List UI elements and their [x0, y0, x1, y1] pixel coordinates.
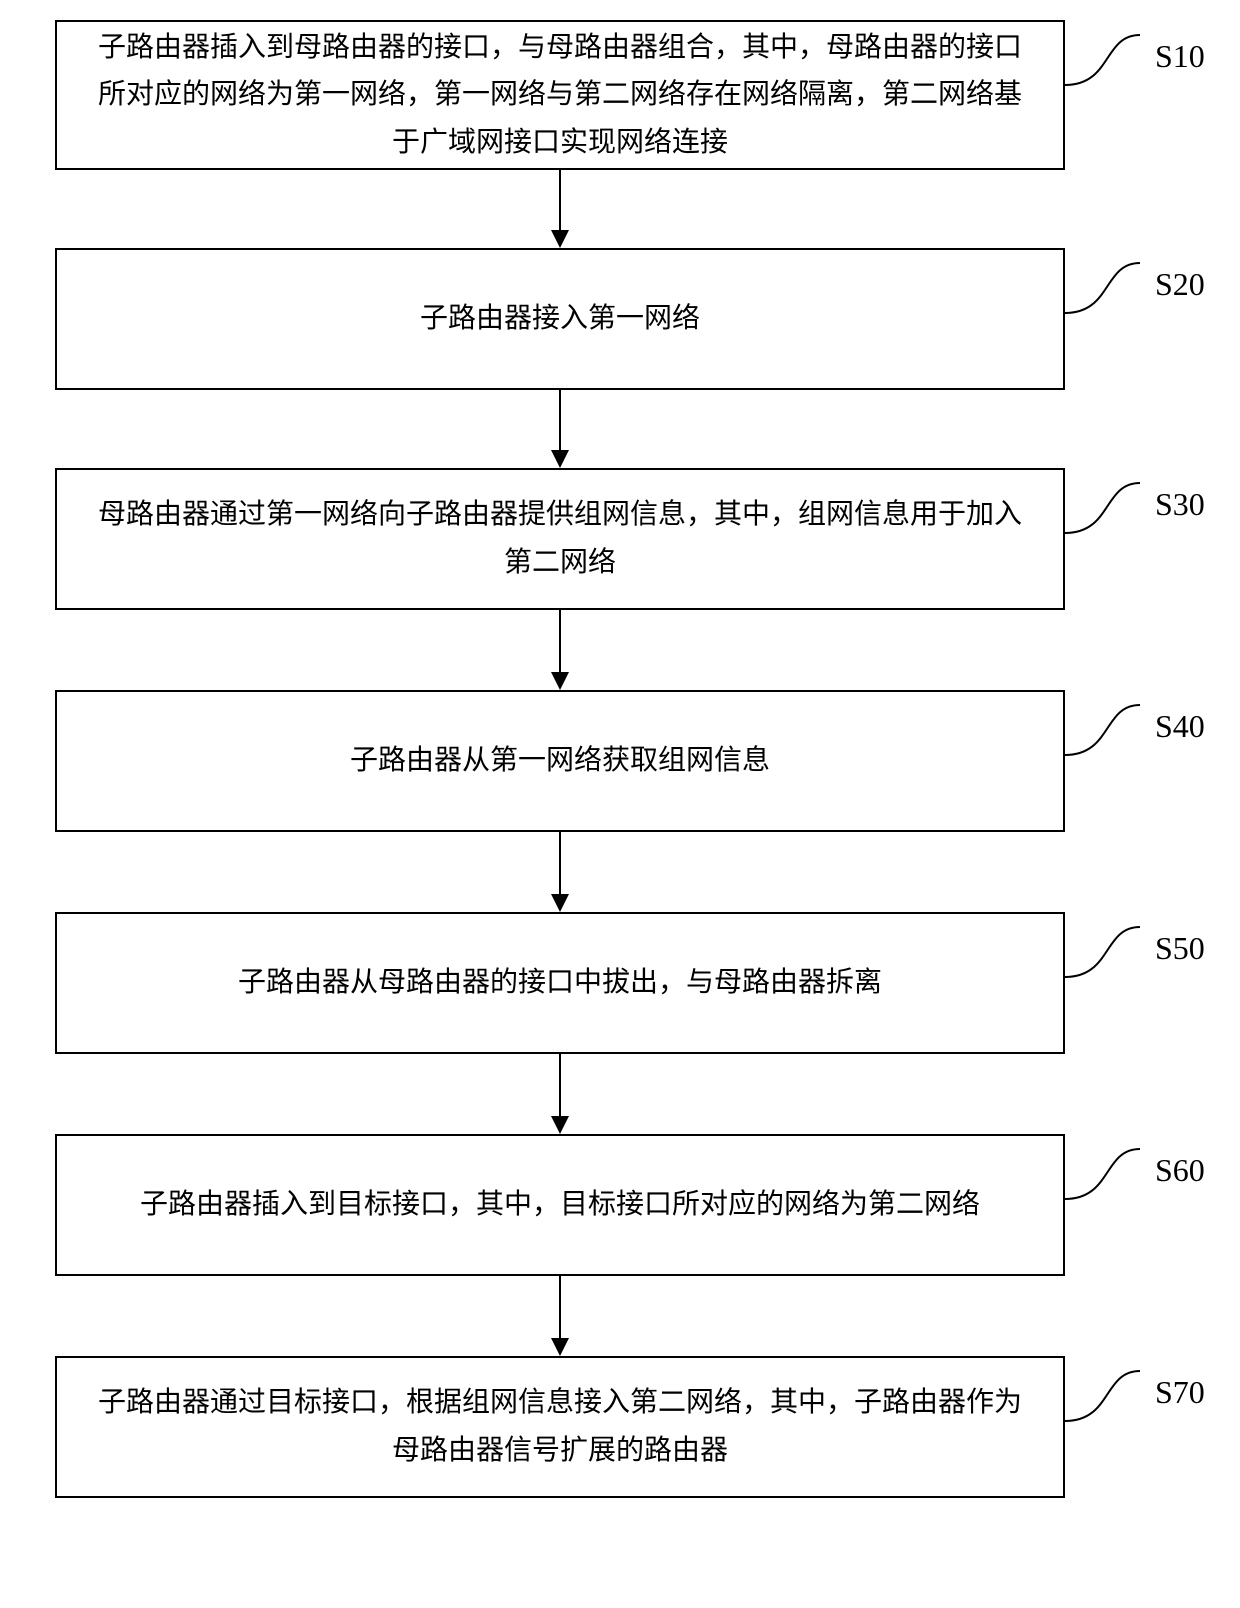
step-text: 子路由器从母路由器的接口中拔出，与母路由器拆离 [238, 959, 882, 1007]
arrow-s20-to-s30 [0, 390, 1240, 468]
step-box-s20: 子路由器接入第一网络 [55, 248, 1065, 390]
step-box-s50: 子路由器从母路由器的接口中拔出，与母路由器拆离 [55, 912, 1065, 1054]
step-box-s60: 子路由器插入到目标接口，其中，目标接口所对应的网络为第二网络 [55, 1134, 1065, 1276]
step-label-s60: S60 [1155, 1152, 1205, 1189]
step-label-s40: S40 [1155, 708, 1205, 745]
step-bracket-s20 [1065, 258, 1150, 318]
step-label-s30: S30 [1155, 486, 1205, 523]
step-bracket-s30 [1065, 478, 1150, 538]
step-label-s70: S70 [1155, 1374, 1205, 1411]
step-text: 子路由器从第一网络获取组网信息 [350, 737, 770, 785]
step-text: 子路由器通过目标接口，根据组网信息接入第二网络，其中，子路由器作为母路由器信号扩… [87, 1379, 1033, 1474]
step-text: 子路由器插入到目标接口，其中，目标接口所对应的网络为第二网络 [140, 1181, 980, 1229]
step-bracket-s50 [1065, 922, 1150, 982]
flowchart-canvas: 子路由器插入到母路由器的接口，与母路由器组合，其中，母路由器的接口所对应的网络为… [0, 0, 1240, 1608]
step-label-s50: S50 [1155, 930, 1205, 967]
step-box-s70: 子路由器通过目标接口，根据组网信息接入第二网络，其中，子路由器作为母路由器信号扩… [55, 1356, 1065, 1498]
arrow-s30-to-s40 [0, 610, 1240, 690]
step-text: 母路由器通过第一网络向子路由器提供组网信息，其中，组网信息用于加入第二网络 [87, 491, 1033, 586]
step-bracket-s70 [1065, 1366, 1150, 1426]
step-text: 子路由器插入到母路由器的接口，与母路由器组合，其中，母路由器的接口所对应的网络为… [87, 24, 1033, 167]
step-box-s10: 子路由器插入到母路由器的接口，与母路由器组合，其中，母路由器的接口所对应的网络为… [55, 20, 1065, 170]
step-bracket-s40 [1065, 700, 1150, 760]
step-label-s10: S10 [1155, 38, 1205, 75]
step-bracket-s10 [1065, 30, 1150, 90]
step-box-s30: 母路由器通过第一网络向子路由器提供组网信息，其中，组网信息用于加入第二网络 [55, 468, 1065, 610]
arrow-s50-to-s60 [0, 1054, 1240, 1134]
step-label-s20: S20 [1155, 266, 1205, 303]
arrow-s40-to-s50 [0, 832, 1240, 912]
step-box-s40: 子路由器从第一网络获取组网信息 [55, 690, 1065, 832]
step-text: 子路由器接入第一网络 [420, 295, 700, 343]
arrow-s60-to-s70 [0, 1276, 1240, 1356]
arrow-s10-to-s20 [0, 170, 1240, 248]
step-bracket-s60 [1065, 1144, 1150, 1204]
